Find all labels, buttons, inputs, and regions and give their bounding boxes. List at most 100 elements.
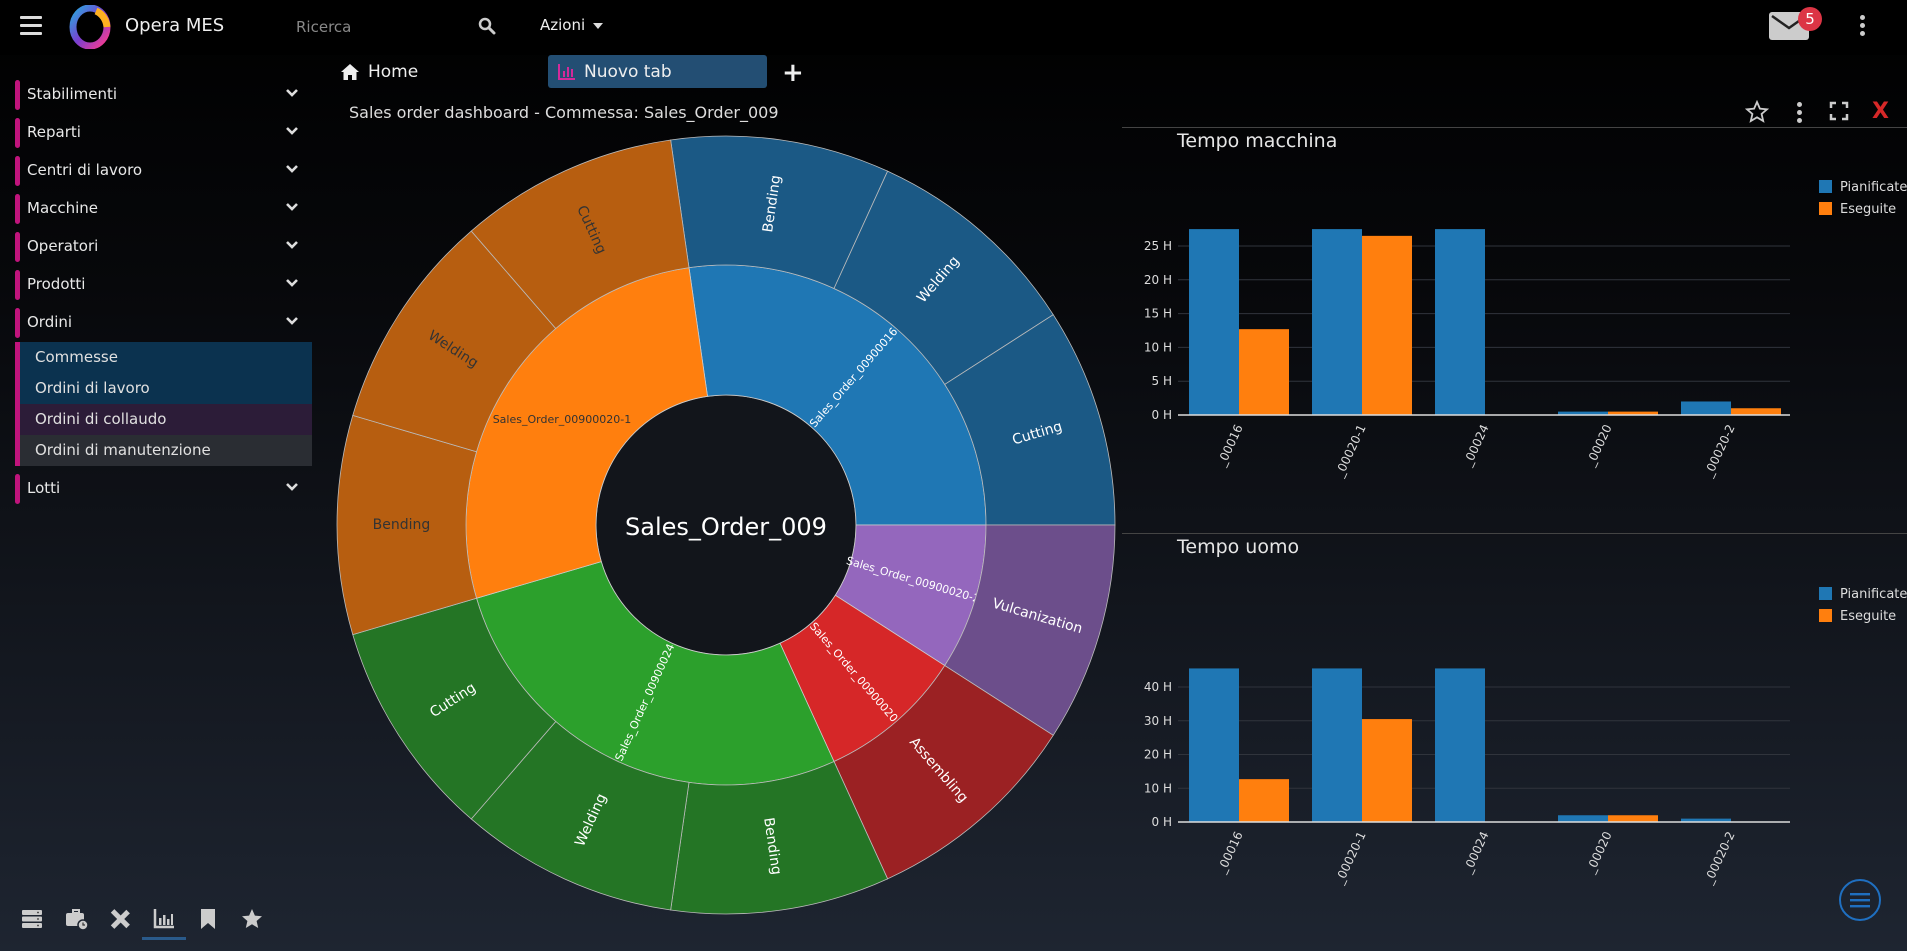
tab-home[interactable]: Home — [340, 62, 418, 82]
x-tick-label: _00016 — [1214, 829, 1246, 876]
bookmark-icon — [201, 909, 215, 929]
sidebar-item[interactable]: Macchine — [0, 190, 312, 228]
sunburst-leaf-segment[interactable] — [470, 139, 690, 330]
legend-label[interactable]: Eseguite — [1840, 202, 1896, 217]
bar-pianificate[interactable] — [1558, 411, 1608, 415]
sidebar-item-label: Stabilimenti — [27, 85, 118, 103]
x-tick-label: _00020-1 — [1332, 829, 1369, 887]
close-panel-button[interactable]: X — [1872, 99, 1889, 124]
accent-bar — [15, 118, 20, 148]
bar-eseguite[interactable] — [1608, 411, 1658, 415]
bar-pianificate[interactable] — [1189, 229, 1239, 415]
chart-icon — [558, 63, 575, 80]
bar-pianificate[interactable] — [1681, 401, 1731, 415]
fullscreen-icon[interactable] — [1829, 101, 1849, 121]
accent-bar — [15, 194, 20, 224]
add-tab-button[interactable]: + — [782, 58, 804, 88]
x-tick-label: _00024 — [1460, 422, 1492, 469]
x-tick-label: _00020 — [1583, 422, 1615, 469]
bar-pianificate[interactable] — [1312, 668, 1362, 822]
search-input[interactable] — [296, 12, 506, 42]
list-icon — [1850, 893, 1870, 908]
menu-icon[interactable] — [20, 16, 42, 36]
bar-eseguite[interactable] — [1731, 408, 1781, 415]
sidebar-item-label: Operatori — [27, 237, 99, 255]
submenu-item[interactable]: Ordini di manutenzione — [20, 435, 312, 466]
bar-eseguite[interactable] — [1239, 779, 1289, 822]
briefcase-clock-icon — [66, 909, 88, 931]
sidebar-item-label: Lotti — [27, 479, 61, 497]
bar-eseguite[interactable] — [1239, 329, 1289, 415]
sidebar-item[interactable]: Stabilimenti — [0, 76, 312, 114]
tab-nuovo[interactable]: Nuovo tab — [548, 55, 767, 88]
search-icon[interactable] — [478, 17, 496, 35]
accent-bar — [15, 80, 20, 110]
bar-eseguite[interactable] — [1362, 235, 1412, 415]
legend-swatch[interactable] — [1819, 609, 1832, 622]
briefcase-clock-button[interactable] — [54, 902, 98, 936]
home-icon — [341, 64, 359, 80]
chevron-down-icon — [286, 203, 298, 211]
legend-swatch[interactable] — [1819, 180, 1832, 193]
panel-divider — [1122, 533, 1907, 534]
x-tick-label: _00020-2 — [1701, 829, 1738, 887]
bar-pianificate[interactable] — [1312, 229, 1362, 415]
tab-home-label: Home — [368, 62, 419, 82]
y-tick-label: 15 H — [1144, 307, 1172, 321]
chart-bar-button[interactable] — [142, 902, 186, 940]
legend-swatch[interactable] — [1819, 587, 1832, 600]
dashboard-title: Sales order dashboard - Commessa: Sales_… — [349, 103, 779, 122]
bar-pianificate[interactable] — [1681, 818, 1731, 822]
pencil-ruler-button[interactable] — [98, 902, 142, 936]
star-button[interactable] — [230, 902, 274, 936]
x-tick-label: _00016 — [1214, 422, 1246, 469]
submenu-item[interactable]: Commesse — [20, 342, 312, 373]
legend-label[interactable]: Pianificate — [1840, 587, 1907, 602]
bar-pianificate[interactable] — [1435, 668, 1485, 822]
legend-label[interactable]: Pianificate — [1840, 180, 1907, 195]
ordini-submenu: Commesse Ordini di lavoro Ordini di collau… — [15, 342, 312, 466]
y-tick-label: 5 H — [1152, 374, 1172, 388]
tab-nuovo-label: Nuovo tab — [584, 61, 672, 82]
legend-swatch[interactable] — [1819, 202, 1832, 215]
bar-pianificate[interactable] — [1189, 668, 1239, 822]
caret-down-icon — [593, 22, 604, 29]
accent-bar — [15, 232, 20, 262]
sunburst-label: Bending — [373, 517, 431, 533]
sidebar-item[interactable]: Centri di lavoro — [0, 152, 312, 190]
sidebar-item[interactable]: Prodotti — [0, 266, 312, 304]
chevron-down-icon — [286, 279, 298, 287]
sunburst-root-label: Sales_Order_009 — [625, 513, 827, 541]
legend-label[interactable]: Eseguite — [1840, 609, 1896, 624]
bar-chart-tempo-macchina: 0 H 5 H 10 H 15 H 20 H 25 H _00016 _00020-1 _000… — [1144, 180, 1907, 480]
server-button[interactable] — [10, 902, 54, 936]
more-options-icon[interactable] — [1858, 15, 1866, 39]
chevron-down-icon — [286, 241, 298, 249]
floating-menu-button[interactable] — [1839, 879, 1881, 921]
y-tick-label: 40 H — [1144, 680, 1172, 694]
bar-pianificate[interactable] — [1435, 229, 1485, 415]
bar-eseguite[interactable] — [1362, 719, 1412, 822]
accent-bar — [15, 270, 20, 300]
y-tick-label: 0 H — [1152, 408, 1172, 422]
sidebar-item-label: Ordini — [27, 313, 73, 331]
sidebar-item[interactable]: Ordini — [0, 304, 312, 342]
actions-dropdown[interactable]: Azioni — [540, 16, 604, 34]
chart-title-tempo-uomo: Tempo uomo — [1177, 536, 1300, 558]
sidebar-item[interactable]: Operatori — [0, 228, 312, 266]
submenu-item[interactable]: Ordini di lavoro — [20, 373, 312, 404]
favorite-star-icon[interactable] — [1745, 100, 1769, 124]
sidebar-item[interactable]: Reparti — [0, 114, 312, 152]
panel-menu-icon[interactable] — [1795, 102, 1803, 126]
app-name: Opera MES — [125, 15, 225, 36]
submenu-item[interactable]: Ordini di collaudo — [20, 404, 312, 435]
x-tick-label: _00020 — [1583, 829, 1615, 876]
chart-bar-icon — [153, 909, 174, 929]
sidebar-item-lotti[interactable]: Lotti — [0, 470, 312, 508]
bar-pianificate[interactable] — [1558, 815, 1608, 822]
bookmark-button[interactable] — [186, 902, 230, 936]
bar-eseguite[interactable] — [1608, 815, 1658, 822]
sidebar-item-label: Centri di lavoro — [27, 161, 143, 179]
sunburst-label: Sales_Order_00900020-1 — [493, 413, 632, 426]
chart-title-tempo-macchina: Tempo macchina — [1177, 130, 1338, 152]
